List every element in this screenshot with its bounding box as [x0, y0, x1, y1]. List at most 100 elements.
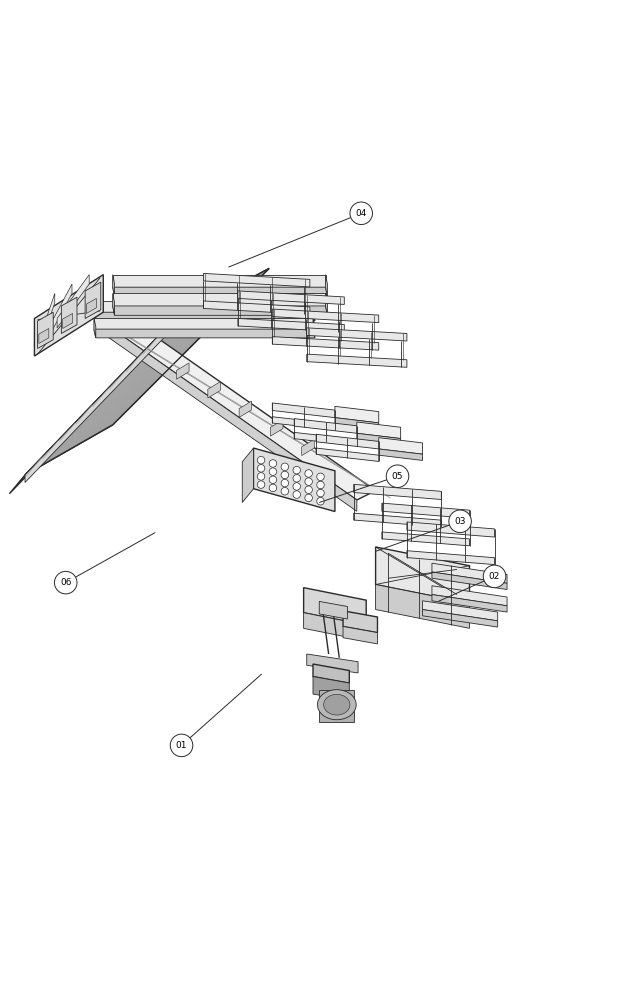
Polygon shape: [313, 301, 315, 321]
Polygon shape: [49, 284, 72, 337]
Polygon shape: [9, 318, 175, 494]
Polygon shape: [379, 449, 423, 460]
Polygon shape: [94, 318, 96, 338]
Circle shape: [350, 202, 372, 225]
Polygon shape: [203, 301, 310, 314]
Polygon shape: [354, 513, 441, 527]
Polygon shape: [34, 275, 103, 356]
Polygon shape: [113, 293, 326, 306]
Polygon shape: [354, 484, 441, 499]
Polygon shape: [335, 406, 379, 423]
Polygon shape: [357, 433, 401, 445]
Polygon shape: [57, 275, 90, 328]
Text: 01: 01: [176, 741, 187, 750]
Polygon shape: [407, 551, 495, 565]
Circle shape: [483, 565, 506, 588]
Circle shape: [293, 483, 300, 490]
Polygon shape: [432, 563, 507, 583]
Polygon shape: [319, 601, 347, 619]
Circle shape: [305, 486, 312, 494]
Polygon shape: [272, 309, 379, 323]
Polygon shape: [294, 419, 357, 433]
Polygon shape: [407, 522, 495, 537]
Polygon shape: [86, 298, 96, 313]
Polygon shape: [313, 677, 349, 701]
Polygon shape: [38, 312, 53, 349]
Circle shape: [269, 484, 277, 492]
Polygon shape: [25, 318, 175, 482]
Polygon shape: [94, 318, 313, 329]
Polygon shape: [432, 586, 507, 606]
Polygon shape: [94, 301, 313, 312]
Polygon shape: [106, 315, 376, 500]
Circle shape: [54, 571, 77, 594]
Polygon shape: [238, 291, 344, 304]
Polygon shape: [177, 363, 189, 379]
Polygon shape: [423, 610, 498, 627]
Polygon shape: [326, 275, 327, 297]
Polygon shape: [272, 403, 335, 418]
Polygon shape: [432, 595, 507, 612]
Circle shape: [386, 465, 409, 487]
Polygon shape: [343, 626, 377, 644]
Circle shape: [317, 481, 324, 489]
Circle shape: [305, 478, 312, 485]
Polygon shape: [113, 275, 115, 297]
Polygon shape: [239, 401, 252, 417]
Polygon shape: [254, 448, 335, 512]
Circle shape: [317, 497, 324, 505]
Circle shape: [257, 456, 265, 464]
Polygon shape: [357, 422, 401, 439]
Polygon shape: [432, 572, 507, 590]
Polygon shape: [94, 329, 315, 338]
Ellipse shape: [317, 690, 356, 720]
Circle shape: [257, 465, 265, 472]
Polygon shape: [113, 287, 327, 297]
Polygon shape: [304, 588, 366, 625]
Polygon shape: [343, 611, 377, 633]
Circle shape: [257, 473, 265, 480]
Text: 02: 02: [489, 572, 500, 581]
Polygon shape: [85, 282, 101, 318]
Polygon shape: [382, 503, 470, 518]
Circle shape: [317, 473, 324, 481]
Polygon shape: [238, 318, 344, 332]
Polygon shape: [113, 306, 327, 315]
Polygon shape: [106, 325, 357, 511]
Polygon shape: [242, 448, 254, 503]
Polygon shape: [316, 448, 379, 461]
Circle shape: [269, 476, 277, 484]
Polygon shape: [376, 547, 470, 603]
Polygon shape: [326, 293, 327, 315]
Circle shape: [281, 479, 289, 487]
Circle shape: [305, 494, 312, 502]
Circle shape: [293, 466, 300, 474]
Polygon shape: [61, 297, 77, 333]
Polygon shape: [319, 690, 354, 722]
Polygon shape: [294, 432, 357, 446]
Polygon shape: [94, 301, 96, 321]
Polygon shape: [307, 654, 358, 673]
Circle shape: [269, 468, 277, 475]
Polygon shape: [40, 293, 55, 347]
Polygon shape: [376, 585, 470, 628]
Polygon shape: [113, 293, 115, 315]
Polygon shape: [270, 420, 283, 436]
Circle shape: [293, 475, 300, 482]
Circle shape: [281, 463, 289, 471]
Circle shape: [305, 470, 312, 477]
Circle shape: [449, 510, 471, 533]
Polygon shape: [316, 434, 379, 449]
Circle shape: [257, 481, 265, 488]
Polygon shape: [379, 438, 423, 454]
Circle shape: [281, 487, 289, 495]
Polygon shape: [39, 328, 49, 344]
Circle shape: [293, 491, 300, 498]
Polygon shape: [208, 382, 220, 398]
Ellipse shape: [324, 694, 350, 715]
Polygon shape: [302, 439, 314, 456]
Text: 05: 05: [392, 472, 403, 481]
Polygon shape: [307, 354, 407, 367]
Circle shape: [269, 460, 277, 467]
Polygon shape: [382, 532, 470, 546]
